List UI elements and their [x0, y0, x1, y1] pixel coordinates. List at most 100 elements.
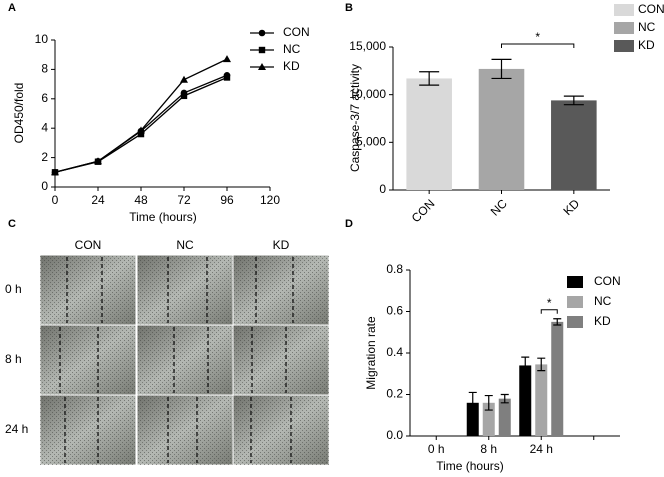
panel-c: C CON NC KD 0 h 8 h 24 h [5, 218, 330, 466]
error-bar [500, 393, 509, 404]
column-label: NC [176, 238, 194, 252]
y-tick-label: 6 [41, 91, 48, 105]
x-tick-label: 0 [52, 193, 59, 207]
x-tick-label: NC [488, 196, 510, 218]
bar [551, 100, 597, 190]
row-label: 8 h [5, 352, 22, 366]
significance-bracket [540, 309, 558, 314]
y-tick-label: 0.0 [386, 428, 403, 442]
x-tick-label: 8 h [480, 442, 497, 456]
marker [137, 130, 145, 138]
significance-bracket [501, 43, 575, 48]
legend-label: KD [638, 38, 655, 52]
marker [180, 92, 188, 100]
bar [535, 364, 548, 436]
y-tick-label: 0.6 [386, 304, 403, 318]
bar [406, 78, 452, 190]
x-tick-label: CON [409, 196, 438, 225]
bar [519, 365, 532, 436]
y-tick-label: 0 [379, 182, 386, 196]
row-label: 24 h [5, 422, 28, 436]
micrograph-texture [137, 255, 233, 325]
y-tick-label: 8 [41, 62, 48, 76]
bar [482, 402, 495, 436]
legend-marker [258, 46, 266, 54]
marker [223, 74, 231, 81]
legend-swatch [567, 296, 583, 308]
x-axis-label: Time (hours) [436, 459, 504, 473]
micrograph-texture [233, 255, 329, 325]
x-tick-label: 24 [91, 193, 105, 207]
micrograph-texture [233, 395, 329, 465]
y-axis-label: Migration rate [364, 316, 378, 390]
legend-label: NC [594, 294, 612, 308]
x-tick-label: 96 [220, 193, 234, 207]
x-tick-label: 48 [134, 193, 148, 207]
x-tick-label: 0 h [428, 442, 445, 456]
legend-label: CON [638, 2, 664, 16]
y-tick-label: 5,000 [356, 135, 386, 149]
significance-label: * [547, 296, 552, 310]
y-tick-label: 2 [41, 150, 48, 164]
error-bar [563, 95, 584, 106]
y-tick-label: 0.4 [386, 345, 403, 359]
marker [180, 75, 188, 83]
bar [498, 398, 511, 436]
marker [223, 55, 231, 63]
micrograph-texture [137, 325, 233, 395]
micrograph-texture [40, 255, 136, 325]
micrograph-texture [40, 325, 136, 395]
column-label: CON [75, 238, 102, 252]
error-bar [468, 391, 477, 414]
x-tick-label: 72 [177, 193, 191, 207]
bar [466, 402, 479, 436]
error-bar [491, 58, 512, 80]
error-bar [419, 71, 440, 86]
legend-swatch [567, 316, 583, 328]
marker [94, 157, 102, 165]
legend-swatch [614, 4, 634, 16]
legend-marker [258, 29, 266, 37]
bar [551, 321, 564, 436]
panel-letter: D [345, 218, 353, 230]
series-line [54, 58, 228, 173]
column-label: KD [273, 238, 290, 252]
legend-swatch [614, 40, 634, 52]
legend-marker [258, 63, 266, 70]
bar [478, 68, 525, 190]
marker [51, 168, 59, 176]
y-tick-label: 10,000 [349, 87, 386, 101]
legend-swatch [614, 22, 634, 34]
legend-label: KD [594, 314, 611, 328]
row-label: 0 h [5, 282, 22, 296]
y-axis-label: Caspase-3/7 activity [348, 64, 362, 172]
legend-label: NC [638, 20, 656, 34]
x-axis-label: Time (hours) [129, 210, 197, 224]
y-tick-label: 0.8 [386, 262, 403, 276]
y-axis-label: OD450/fold [12, 83, 26, 144]
x-tick-label: KD [561, 196, 583, 218]
significance-label: * [535, 30, 540, 44]
marker [137, 126, 145, 134]
error-bar [521, 356, 530, 375]
error-bar [484, 394, 493, 411]
y-tick-label: 0 [41, 179, 48, 193]
legend-label: KD [283, 59, 300, 73]
legend-label: NC [283, 42, 301, 56]
panel-letter: B [345, 2, 353, 14]
legend-label: CON [283, 25, 310, 39]
error-bar [537, 357, 546, 372]
y-tick-label: 10 [35, 32, 49, 46]
x-tick-label: 24 h [530, 442, 553, 456]
y-tick-label: 0.2 [386, 387, 403, 401]
error-bar [553, 318, 562, 326]
y-tick-label: 15,000 [349, 39, 386, 53]
micrograph-texture [40, 395, 136, 465]
panel-letter: C [8, 218, 16, 230]
y-tick-label: 4 [41, 120, 48, 134]
x-tick-label: 120 [260, 193, 280, 207]
series-line [54, 76, 228, 173]
micrograph-texture [233, 325, 329, 395]
panel-letter: A [8, 2, 16, 14]
